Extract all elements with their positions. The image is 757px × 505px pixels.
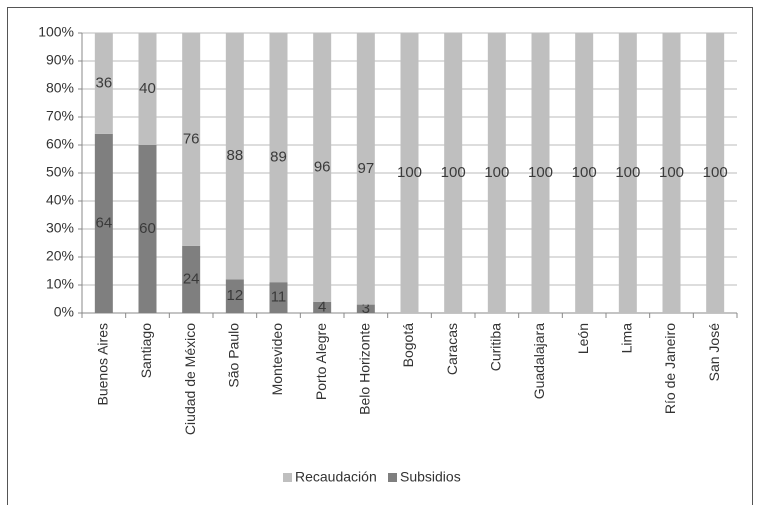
data-label: 100 (615, 164, 640, 181)
data-label: 3 (362, 300, 370, 317)
data-label: 100 (572, 164, 597, 181)
bar-segment (94, 133, 113, 313)
data-label: 4 (318, 298, 326, 315)
data-label: 12 (226, 287, 243, 304)
data-label: 100 (659, 164, 684, 181)
bar-segment (575, 33, 594, 313)
y-tick-label: 30% (46, 220, 74, 236)
bar-segment (662, 33, 681, 313)
data-label: 100 (528, 164, 553, 181)
x-tick-label: Santiago (138, 323, 154, 378)
x-tick-label: San José (706, 323, 722, 382)
bar-segment (487, 33, 506, 313)
bar-segment (182, 245, 201, 313)
frame (7, 7, 753, 505)
x-tick-label: Curitiba (488, 323, 504, 371)
x-tick-label: Guadalajara (531, 323, 547, 399)
bar-segment (138, 145, 157, 313)
y-tick-label: 70% (46, 108, 74, 124)
x-tick-label: Bogotá (400, 323, 416, 368)
x-tick-label: Ciudad de México (182, 323, 198, 435)
data-label: 64 (95, 214, 112, 231)
legend-swatch (283, 473, 292, 482)
data-label: 100 (484, 164, 509, 181)
y-tick-label: 90% (46, 52, 74, 68)
x-tick-label: Porto Alegre (313, 323, 329, 400)
bar-segment (706, 33, 725, 313)
data-label: 96 (314, 158, 331, 175)
bar-segment (269, 33, 288, 283)
bar-segment (444, 33, 463, 313)
data-label: 40 (139, 80, 156, 97)
bar-segment (182, 33, 201, 246)
bar-segment (225, 279, 244, 313)
x-tick-label: Lima (619, 323, 635, 354)
legend-label: Recaudación (295, 469, 377, 485)
bar-segment (138, 33, 157, 145)
bar-segment (531, 33, 550, 313)
data-label: 88 (226, 147, 243, 164)
y-tick-label: 80% (46, 80, 74, 96)
x-tick-label: León (575, 323, 591, 354)
x-tick-label: Caracas (444, 323, 460, 375)
x-tick-label: Belo Horizonte (357, 323, 373, 415)
x-tick-label: Buenos Aires (95, 323, 111, 406)
bar-segment (313, 301, 332, 313)
y-tick-label: 100% (38, 24, 74, 40)
bar-segment (225, 33, 244, 280)
data-label: 11 (271, 289, 287, 306)
bar-segment (356, 304, 375, 313)
bar-segment (618, 33, 637, 313)
data-label: 97 (357, 160, 374, 177)
data-label: 100 (441, 164, 466, 181)
x-tick-label: Montevideo (269, 323, 285, 396)
data-label: 100 (397, 164, 422, 181)
data-label: 100 (703, 164, 728, 181)
y-tick-label: 50% (46, 164, 74, 180)
bar-segment (356, 33, 375, 305)
data-label: 89 (270, 149, 287, 166)
data-label: 36 (95, 74, 112, 91)
x-tick-label: Río de Janeiro (662, 323, 678, 414)
data-label: 60 (139, 220, 156, 237)
data-label: 76 (183, 130, 200, 147)
legend-swatch (388, 473, 397, 482)
y-tick-label: 60% (46, 136, 74, 152)
y-tick-label: 20% (46, 248, 74, 264)
x-tick-label: São Paulo (226, 323, 242, 388)
y-tick-label: 0% (54, 304, 74, 320)
bar-segment (269, 282, 288, 313)
y-tick-label: 40% (46, 192, 74, 208)
bar-segment (313, 33, 332, 302)
data-label: 24 (183, 270, 200, 287)
y-tick-label: 10% (46, 276, 74, 292)
legend-label: Subsidios (400, 469, 461, 485)
bar-segment (400, 33, 419, 313)
bar-segment (94, 33, 113, 134)
